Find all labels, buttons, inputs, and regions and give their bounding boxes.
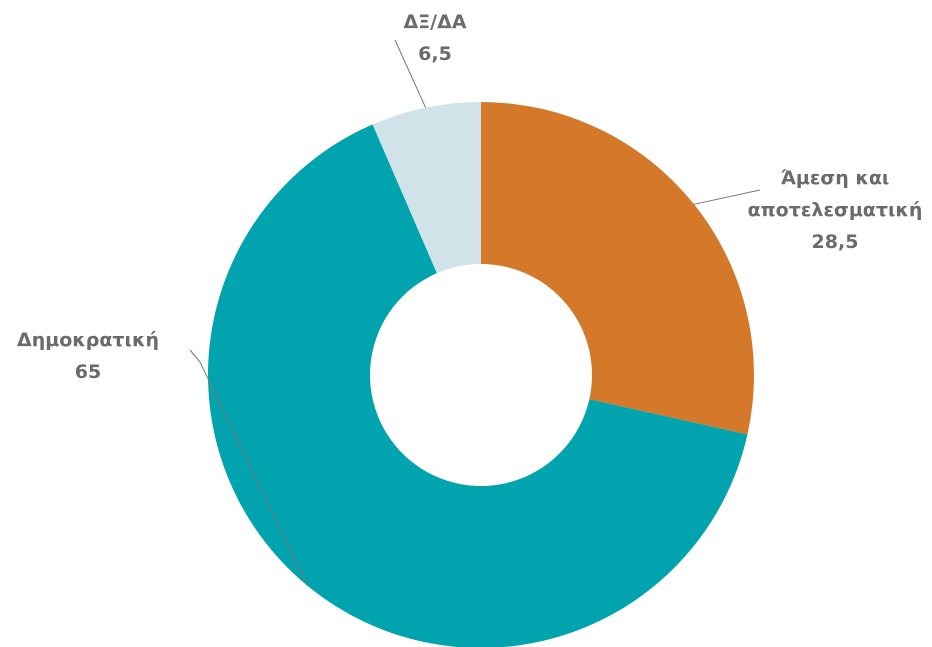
leader-line (693, 189, 761, 205)
leader-line (189, 349, 308, 586)
slice (208, 124, 748, 647)
slice (372, 102, 481, 274)
category-label: Δημοκρατική (17, 329, 159, 351)
slice (481, 102, 754, 435)
slice-label: Δημοκρατική 65 (3, 324, 173, 388)
category-label: Άμεση και αποτελεσματική (747, 167, 923, 221)
category-label: ΔΞ/ΔΑ (403, 11, 467, 33)
value-label: 6,5 (418, 43, 452, 65)
slice-label: ΔΞ/ΔΑ 6,5 (375, 6, 495, 70)
leader-line (394, 39, 427, 108)
slice-label: Άμεση και αποτελεσματική 28,5 (735, 162, 932, 258)
value-label: 65 (74, 361, 102, 383)
value-label: 28,5 (811, 231, 859, 253)
